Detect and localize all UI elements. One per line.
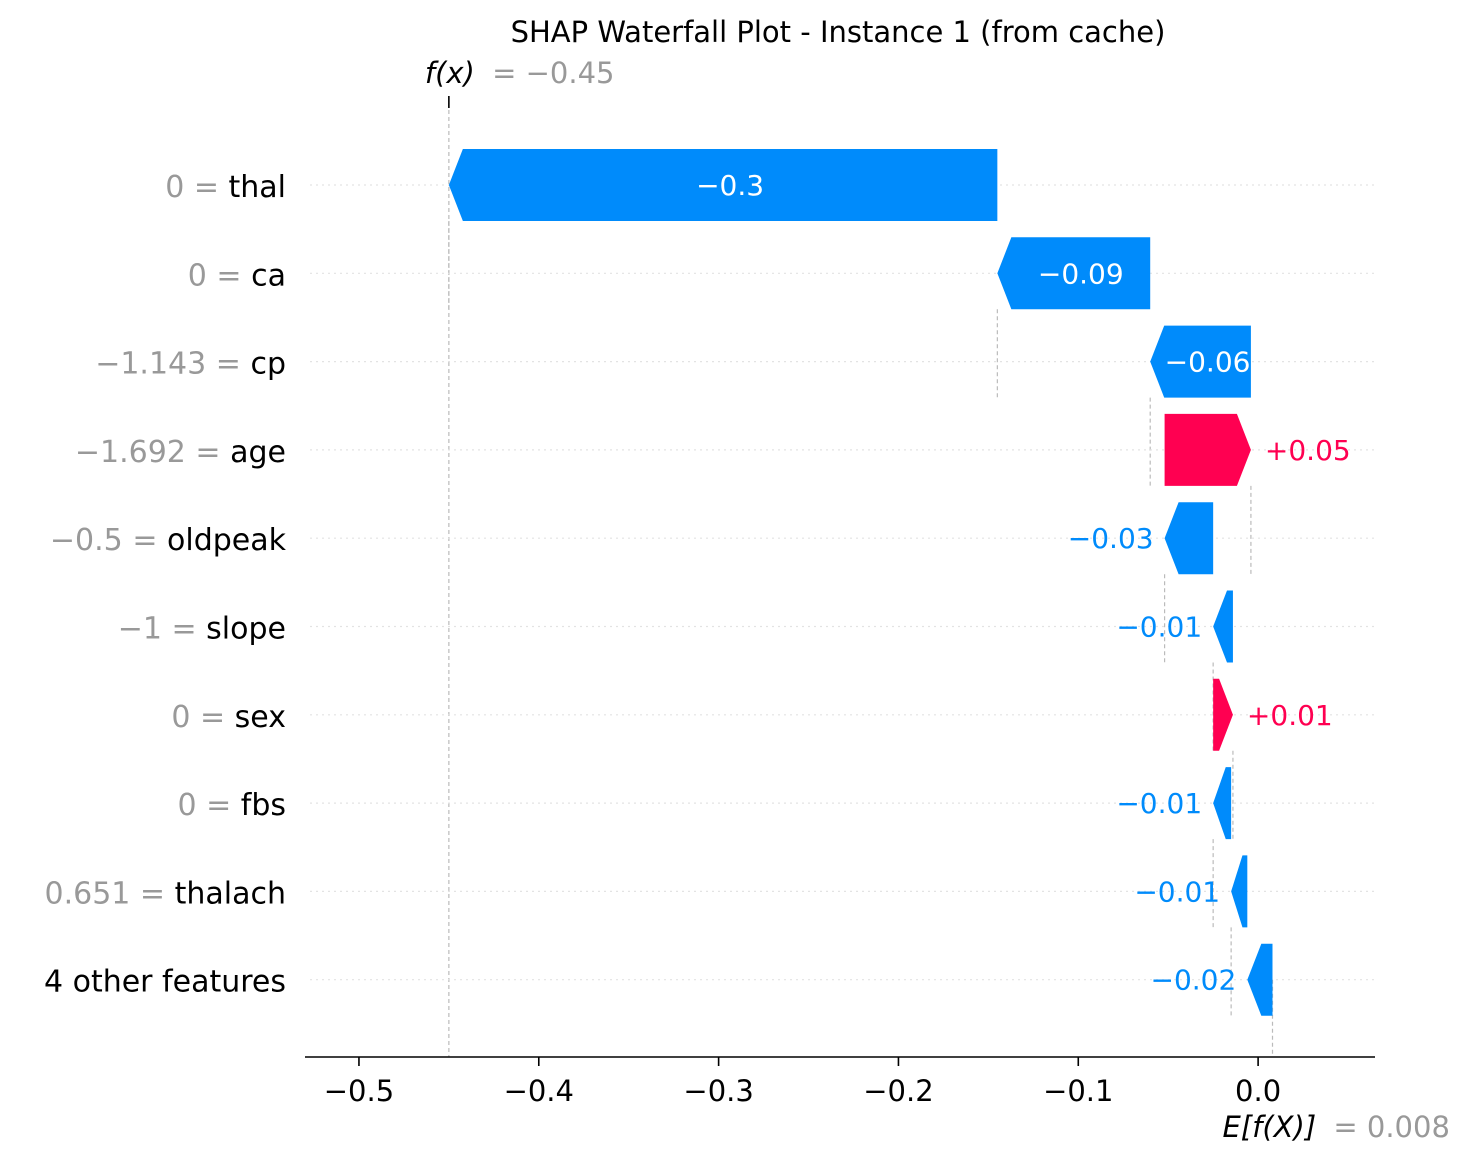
x-tick-label: −0.3 — [683, 1074, 753, 1108]
feature-label: 0.651 = thalach — [45, 876, 287, 911]
bar-cp — [1150, 325, 1251, 398]
feature-name: 4 other features — [44, 965, 286, 1000]
feature-label: −1.143 = cp — [95, 347, 286, 382]
bar-4-other-features — [1247, 943, 1273, 1016]
feature-value: 0 — [171, 700, 190, 735]
efx-value: = 0.008 — [1333, 1110, 1450, 1144]
bar-thalach — [1231, 855, 1248, 928]
bar-ca — [997, 237, 1151, 310]
bar-age — [1164, 413, 1251, 486]
svg-text:E[f(X)] = 0.008: E[f(X)] = 0.008 — [1222, 1110, 1449, 1144]
feature-label: 0 = sex — [171, 700, 286, 735]
feature-value: −1 — [118, 612, 162, 647]
feature-value: −1.692 — [75, 435, 186, 470]
feature-label: 0 = fbs — [177, 788, 286, 823]
feature-name: fbs — [241, 788, 286, 823]
bar-value-label: −0.3 — [696, 169, 764, 202]
feature-name: oldpeak — [167, 523, 287, 558]
x-axis-ticks: −0.5 −0.4 −0.3 −0.2 −0.1 0.0 — [324, 1057, 1281, 1108]
feature-equals: = — [184, 170, 228, 205]
x-axis: −0.5 −0.4 −0.3 −0.2 −0.1 0.0 — [305, 1056, 1375, 1108]
feature-value: 0 — [188, 258, 207, 293]
feature-name: thalach — [175, 876, 286, 911]
bar-thal — [448, 149, 998, 221]
feature-value: 0.651 — [45, 876, 131, 911]
bar-sex — [1213, 678, 1233, 751]
fx-value: = −0.45 — [492, 56, 614, 90]
bar-value-label: −0.06 — [1165, 346, 1251, 379]
efx-annotation: E[f(X)] = 0.008 — [1222, 1110, 1449, 1144]
feature-label: −0.5 = oldpeak — [50, 523, 287, 558]
feature-label: 0 = ca — [188, 258, 286, 293]
bar-value-label: −0.01 — [1116, 611, 1202, 644]
bar-value-label: +0.05 — [1265, 434, 1351, 467]
fx-annotation: f(x) = −0.45 — [425, 56, 615, 90]
feature-value: −1.143 — [95, 347, 206, 382]
bar-slope — [1213, 590, 1233, 663]
feature-name: cp — [250, 347, 286, 382]
guide-lines — [448, 96, 1274, 1057]
x-tick-label: −0.1 — [1043, 1074, 1113, 1108]
feature-value: 0 — [177, 788, 196, 823]
feature-equals: = — [190, 700, 234, 735]
x-tick-label: −0.2 — [863, 1074, 933, 1108]
bar-labels: −0.3 −0.09 −0.06 +0.05 −0.03 −0.01 +0.01 −0.01 −… — [696, 169, 1351, 997]
bar-value-label: −0.03 — [1068, 522, 1154, 555]
bar-value-label: +0.01 — [1247, 699, 1333, 732]
feature-label: −1.692 = age — [75, 435, 286, 470]
feature-name: ca — [251, 258, 286, 293]
feature-equals: = — [123, 523, 167, 558]
bar-value-label: −0.02 — [1151, 964, 1237, 997]
feature-value: 0 — [165, 170, 184, 205]
feature-name: age — [230, 435, 286, 470]
bar-fbs — [1213, 767, 1232, 840]
bar-value-label: −0.01 — [1116, 787, 1202, 820]
feature-label: 0 = thal — [165, 170, 286, 205]
efx-label: E[f(X)] — [1222, 1110, 1316, 1144]
fx-label: f(x) — [425, 56, 475, 90]
feature-name: thal — [229, 170, 287, 205]
feature-equals: = — [162, 612, 206, 647]
feature-equals: = — [186, 435, 230, 470]
x-tick-label: 0.0 — [1235, 1074, 1281, 1108]
feature-value: −0.5 — [50, 523, 123, 558]
bars — [448, 149, 1273, 1016]
row-gridlines — [310, 184, 1375, 981]
bar-oldpeak — [1164, 502, 1214, 575]
feature-name: slope — [206, 612, 286, 647]
chart-title: SHAP Waterfall Plot - Instance 1 (from c… — [511, 15, 1166, 49]
bar-value-label: −0.09 — [1038, 257, 1124, 290]
feature-label: −1 = slope — [118, 612, 286, 647]
feature-label: 4 other features — [44, 965, 286, 1000]
feature-equals: = — [197, 788, 241, 823]
x-tick-label: −0.4 — [504, 1074, 574, 1108]
feature-equals: = — [130, 876, 174, 911]
feature-name: sex — [235, 700, 286, 735]
bar-value-label: −0.01 — [1134, 875, 1220, 908]
svg-text:f(x) = −0.45: f(x) = −0.45 — [425, 56, 615, 90]
feature-equals: = — [207, 258, 251, 293]
feature-equals: = — [206, 347, 250, 382]
x-tick-label: −0.5 — [324, 1074, 394, 1108]
